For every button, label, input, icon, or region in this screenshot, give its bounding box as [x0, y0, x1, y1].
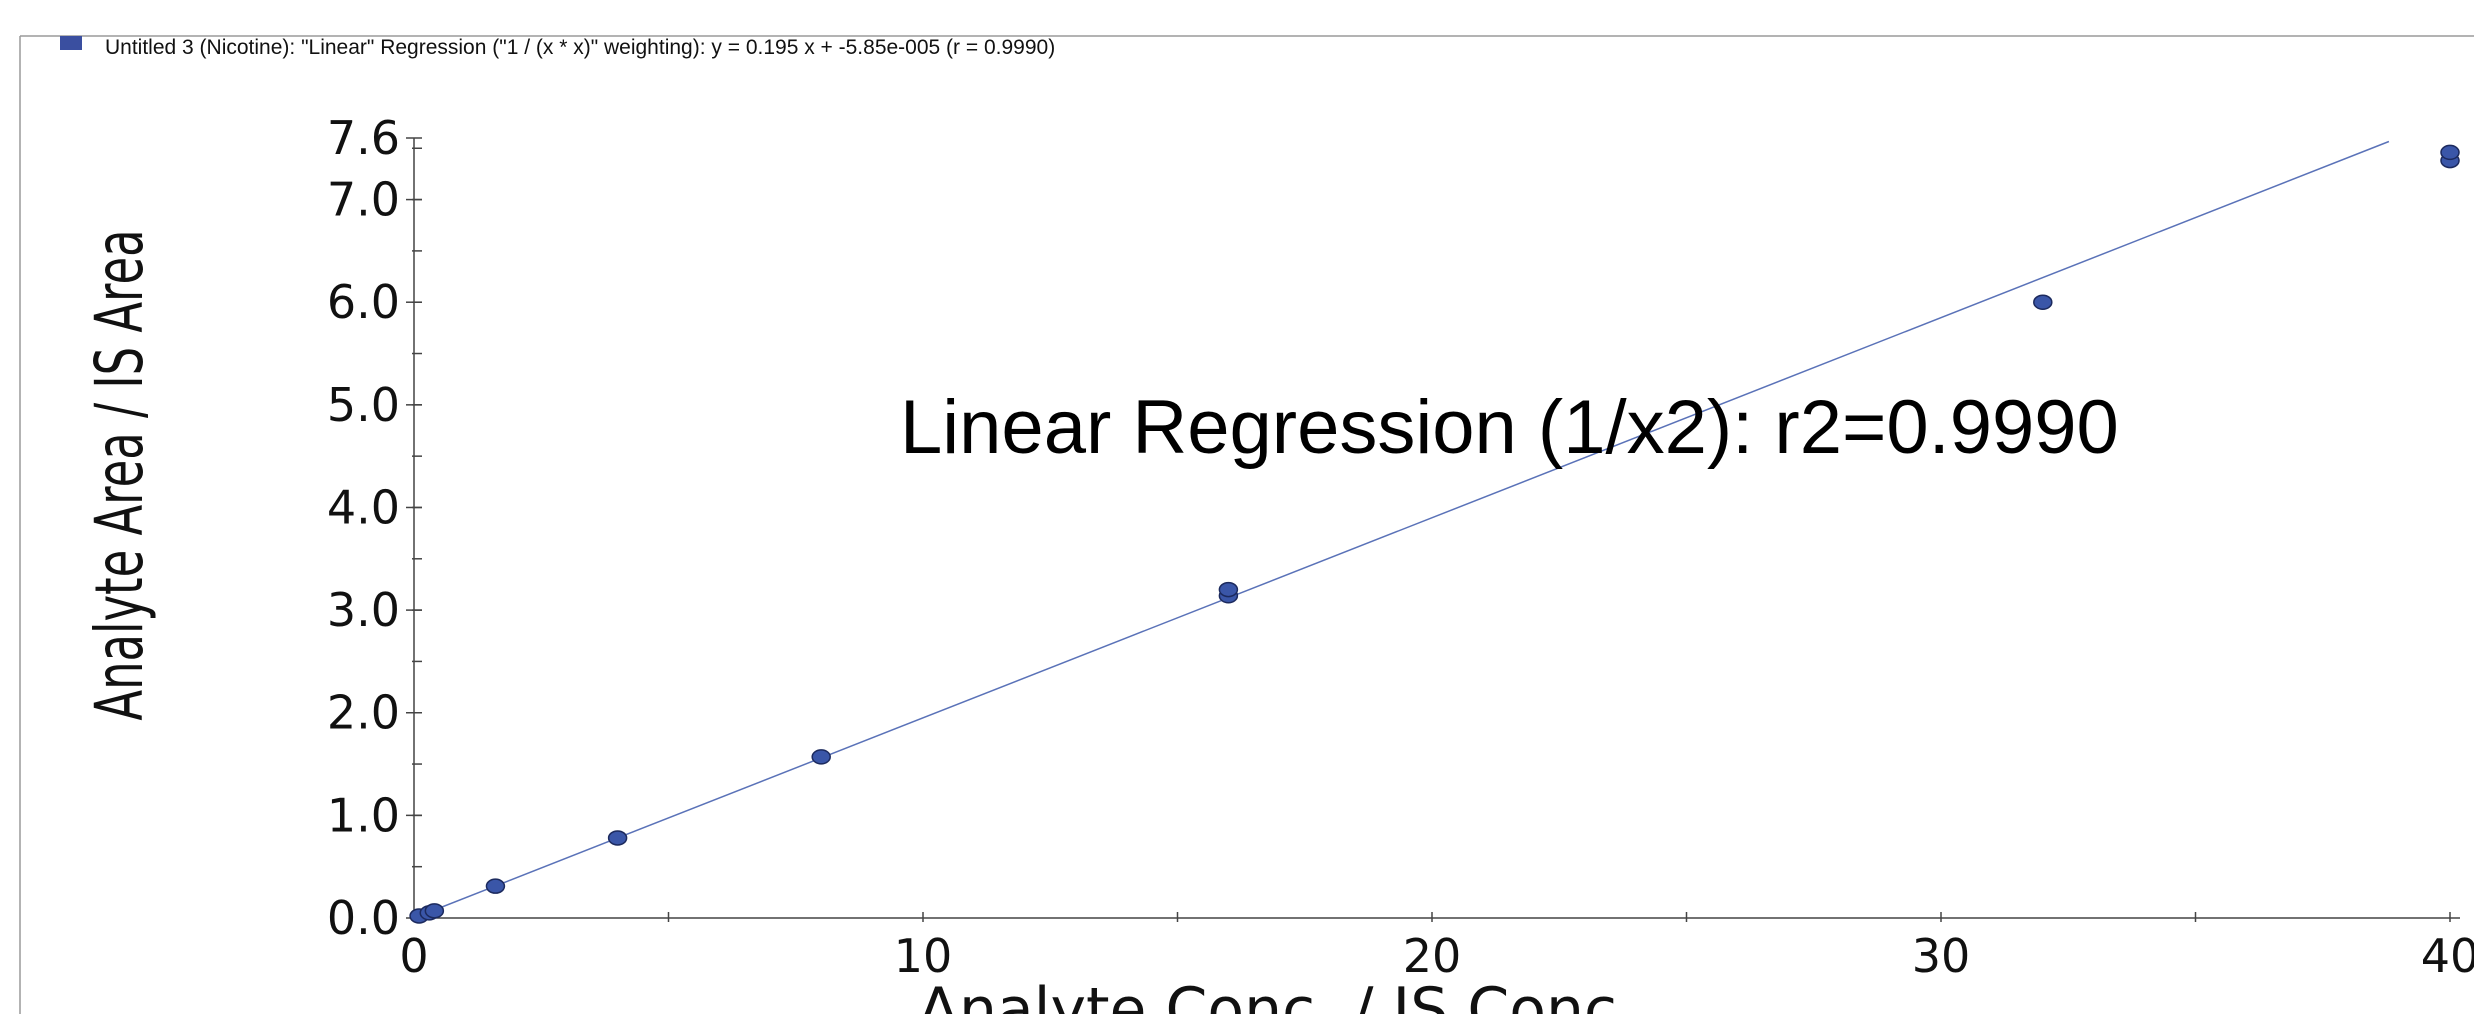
data-point: [607, 830, 628, 846]
x-tick-label: 20: [1403, 929, 1462, 983]
x-tick-label: 10: [894, 929, 953, 983]
y-tick-label: 0.0: [327, 891, 400, 945]
y-tick-label: 3.0: [327, 583, 400, 637]
data-point: [2440, 144, 2460, 161]
legend-marker: [60, 36, 82, 50]
data-point: [2033, 294, 2053, 310]
data-point: [485, 878, 506, 894]
y-tick-label: 7.0: [327, 173, 400, 227]
y-tick-label: 1.0: [327, 788, 400, 842]
y-axis-title: Analyte Area / IS Area: [82, 229, 158, 720]
data-points: [409, 144, 2460, 924]
x-tick-label: 40: [2421, 929, 2474, 983]
y-tick-label: 4.0: [327, 480, 400, 534]
y-tick-label: 5.0: [327, 378, 400, 432]
regression-line: [413, 140, 2390, 919]
x-tick-label: 0: [399, 929, 428, 983]
x-axis-ticks: 0 10 20 30 40: [399, 912, 2474, 983]
y-axis-ticks: 0.0 1.0 2.0 3.0 4.0 5.0 6.0 7.0 7.6: [327, 111, 422, 945]
x-axis-title: Analyte Conc. / IS Conc.: [918, 975, 1636, 1014]
regression-annotation: Linear Regression (1/x2): r2=0.9990: [900, 385, 2119, 470]
data-point: [424, 903, 445, 919]
legend-text: Untitled 3 (Nicotine): "Linear" Regressi…: [105, 36, 1055, 59]
x-tick-label: 30: [1912, 929, 1971, 983]
y-tick-label: 2.0: [327, 686, 400, 740]
data-point: [811, 749, 831, 765]
y-tick-label: 7.6: [327, 111, 400, 165]
data-point: [1218, 581, 1239, 598]
y-tick-label: 6.0: [327, 275, 400, 329]
